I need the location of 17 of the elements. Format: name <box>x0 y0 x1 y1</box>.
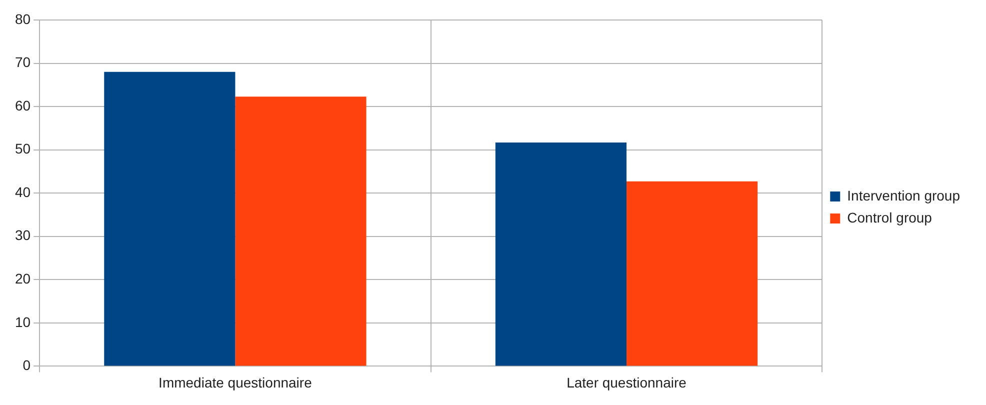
legend-label: Intervention group <box>847 187 960 204</box>
y-tick-label: 60 <box>14 97 31 114</box>
bar <box>626 181 758 366</box>
y-tick-label: 80 <box>14 10 31 27</box>
bar <box>495 142 626 366</box>
y-tick-label: 70 <box>14 54 31 70</box>
bar <box>235 96 366 366</box>
x-tick-label: Immediate questionnaire <box>158 374 312 390</box>
legend-label: Control group <box>847 209 932 226</box>
y-tick-label: 10 <box>14 314 31 330</box>
y-tick-label: 50 <box>14 140 31 157</box>
y-tick-label: 30 <box>14 227 31 244</box>
y-tick-label: 20 <box>14 270 31 287</box>
y-tick-label: 40 <box>14 184 31 200</box>
y-tick-label: 0 <box>22 357 31 374</box>
bar <box>104 72 236 366</box>
x-tick-label: Later questionnaire <box>566 374 687 390</box>
